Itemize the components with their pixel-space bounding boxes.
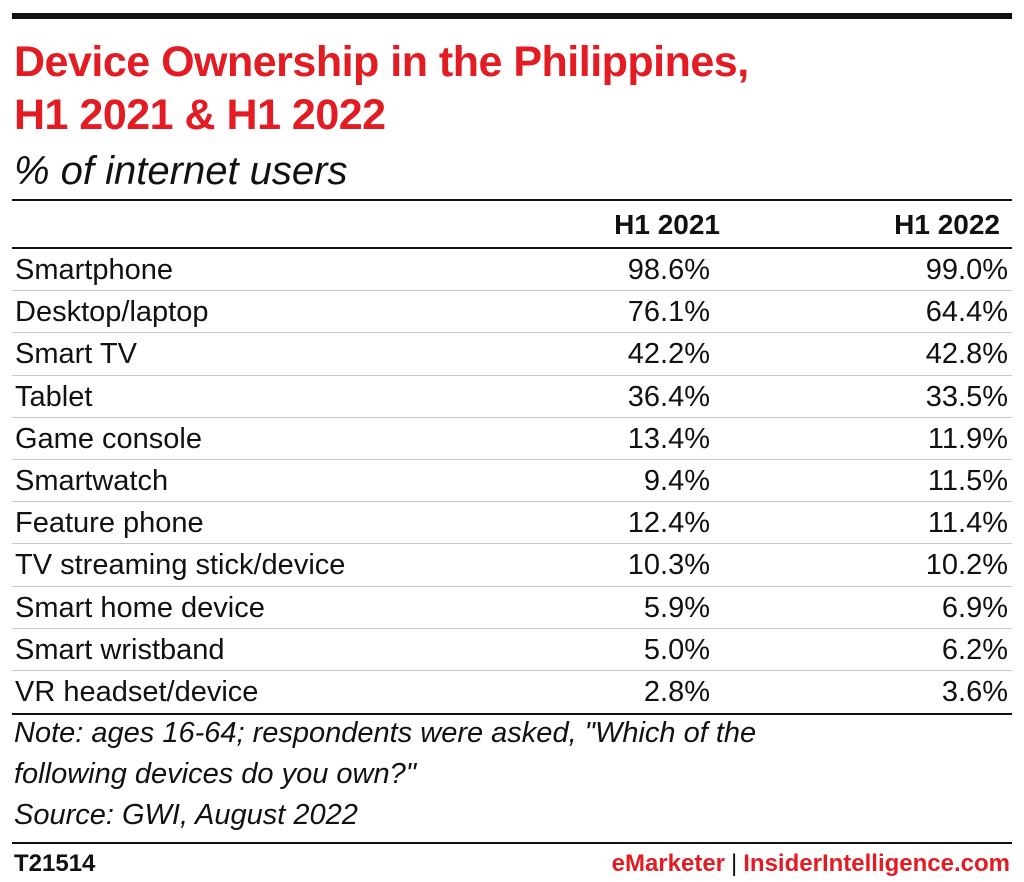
row-label: Smart wristband: [15, 633, 225, 666]
table-header-rule: [12, 247, 1012, 249]
cell-h1-2021: 76.1%: [627, 296, 710, 329]
chart-title-line-2: H1 2021 & H1 2022: [14, 91, 386, 139]
source-line: Source: GWI, August 2022: [14, 799, 358, 831]
chart-title-line-1: Device Ownership in the Philippines,: [14, 38, 749, 86]
cell-h1-2021: 13.4%: [627, 422, 710, 455]
cell-h1-2022: 11.5%: [927, 464, 1008, 497]
cell-h1-2021: 42.2%: [627, 338, 710, 371]
cell-h1-2021: 12.4%: [627, 507, 710, 540]
cell-h1-2021: 36.4%: [627, 380, 710, 413]
table-bottom-rule: [12, 713, 1012, 716]
chart-title: Device Ownership in the Philippines, H1 …: [14, 36, 1010, 142]
cell-h1-2022: 99.0%: [925, 254, 1008, 286]
table-row: Smart home device 5.9% 6.9%: [12, 587, 1012, 629]
cell-h1-2022: 42.8%: [925, 338, 1008, 371]
insider-intelligence-link[interactable]: InsiderIntelligence.com: [743, 850, 1010, 877]
table-row: Tablet 36.4% 33.5%: [12, 376, 1012, 418]
table-row: Smart wristband 5.0% 6.2%: [12, 629, 1012, 671]
cell-h1-2022: 33.5%: [925, 380, 1008, 413]
row-label: Game console: [15, 422, 202, 455]
table-header-row: H1 2021 H1 2022: [12, 201, 1012, 247]
emarketer-logo-text: eMarketer: [611, 850, 726, 877]
row-label: Smartphone: [15, 254, 173, 286]
table-row: Feature phone 12.4% 11.4%: [12, 502, 1012, 545]
table-row: Game console 13.4% 11.9%: [12, 418, 1012, 460]
chart-subtitle: % of internet users: [14, 149, 348, 193]
table-row: Desktop/laptop 76.1% 64.4%: [12, 291, 1012, 334]
row-label: Smartwatch: [15, 464, 169, 497]
cell-h1-2021: 9.4%: [643, 464, 710, 497]
table-row: Smart TV 42.2% 42.8%: [12, 333, 1012, 376]
top-rule: [12, 13, 1012, 19]
cell-h1-2022: 11.4%: [927, 507, 1008, 540]
cell-h1-2021: 5.9%: [643, 591, 710, 624]
column-header-h1-2022: H1 2022: [894, 209, 1000, 240]
cell-h1-2022: 10.2%: [925, 549, 1008, 582]
row-label: TV streaming stick/device: [15, 549, 346, 582]
footer-brand: eMarketer | InsiderIntelligence.com: [612, 849, 1010, 879]
column-header-h1-2021: H1 2021: [614, 209, 720, 240]
footer-separator: |: [731, 850, 738, 877]
table-row: Smartphone 98.6% 99.0%: [12, 249, 1012, 292]
table-body: Smartphone 98.6% 99.0% Desktop/laptop 76.1% 6…: [12, 249, 1012, 713]
cell-h1-2021: 10.3%: [627, 549, 710, 582]
row-label: Feature phone: [15, 507, 204, 540]
cell-h1-2021: 2.8%: [643, 675, 710, 708]
notes: Note: ages 16-64; respondents were asked…: [14, 713, 1010, 836]
note-line-1: Note: ages 16-64; respondents were asked…: [14, 717, 757, 749]
cell-h1-2021: 5.0%: [643, 633, 710, 666]
cell-h1-2022: 11.9%: [927, 422, 1008, 455]
data-table: H1 2021 H1 2022 Smartphone 98.6% 99.0% Desk…: [12, 199, 1012, 716]
table-row: Smartwatch 9.4% 11.5%: [12, 460, 1012, 503]
footer-rule: [12, 842, 1012, 844]
table-row: VR headset/device 2.8% 3.6%: [12, 671, 1012, 713]
cell-h1-2022: 6.9%: [941, 591, 1008, 624]
row-label: VR headset/device: [15, 675, 259, 708]
table-top-rule: [12, 199, 1012, 201]
row-label: Tablet: [15, 380, 93, 413]
table-row: TV streaming stick/device 10.3% 10.2%: [12, 544, 1012, 587]
cell-h1-2022: 6.2%: [941, 633, 1008, 666]
row-label: Smart TV: [15, 338, 137, 371]
cell-h1-2022: 64.4%: [925, 296, 1008, 329]
chart-id: T21514: [14, 850, 96, 877]
note-line-2: following devices do you own?": [14, 758, 417, 790]
cell-h1-2021: 98.6%: [627, 254, 710, 286]
row-label: Desktop/laptop: [15, 296, 209, 329]
cell-h1-2022: 3.6%: [941, 675, 1008, 708]
row-label: Smart home device: [15, 591, 265, 624]
